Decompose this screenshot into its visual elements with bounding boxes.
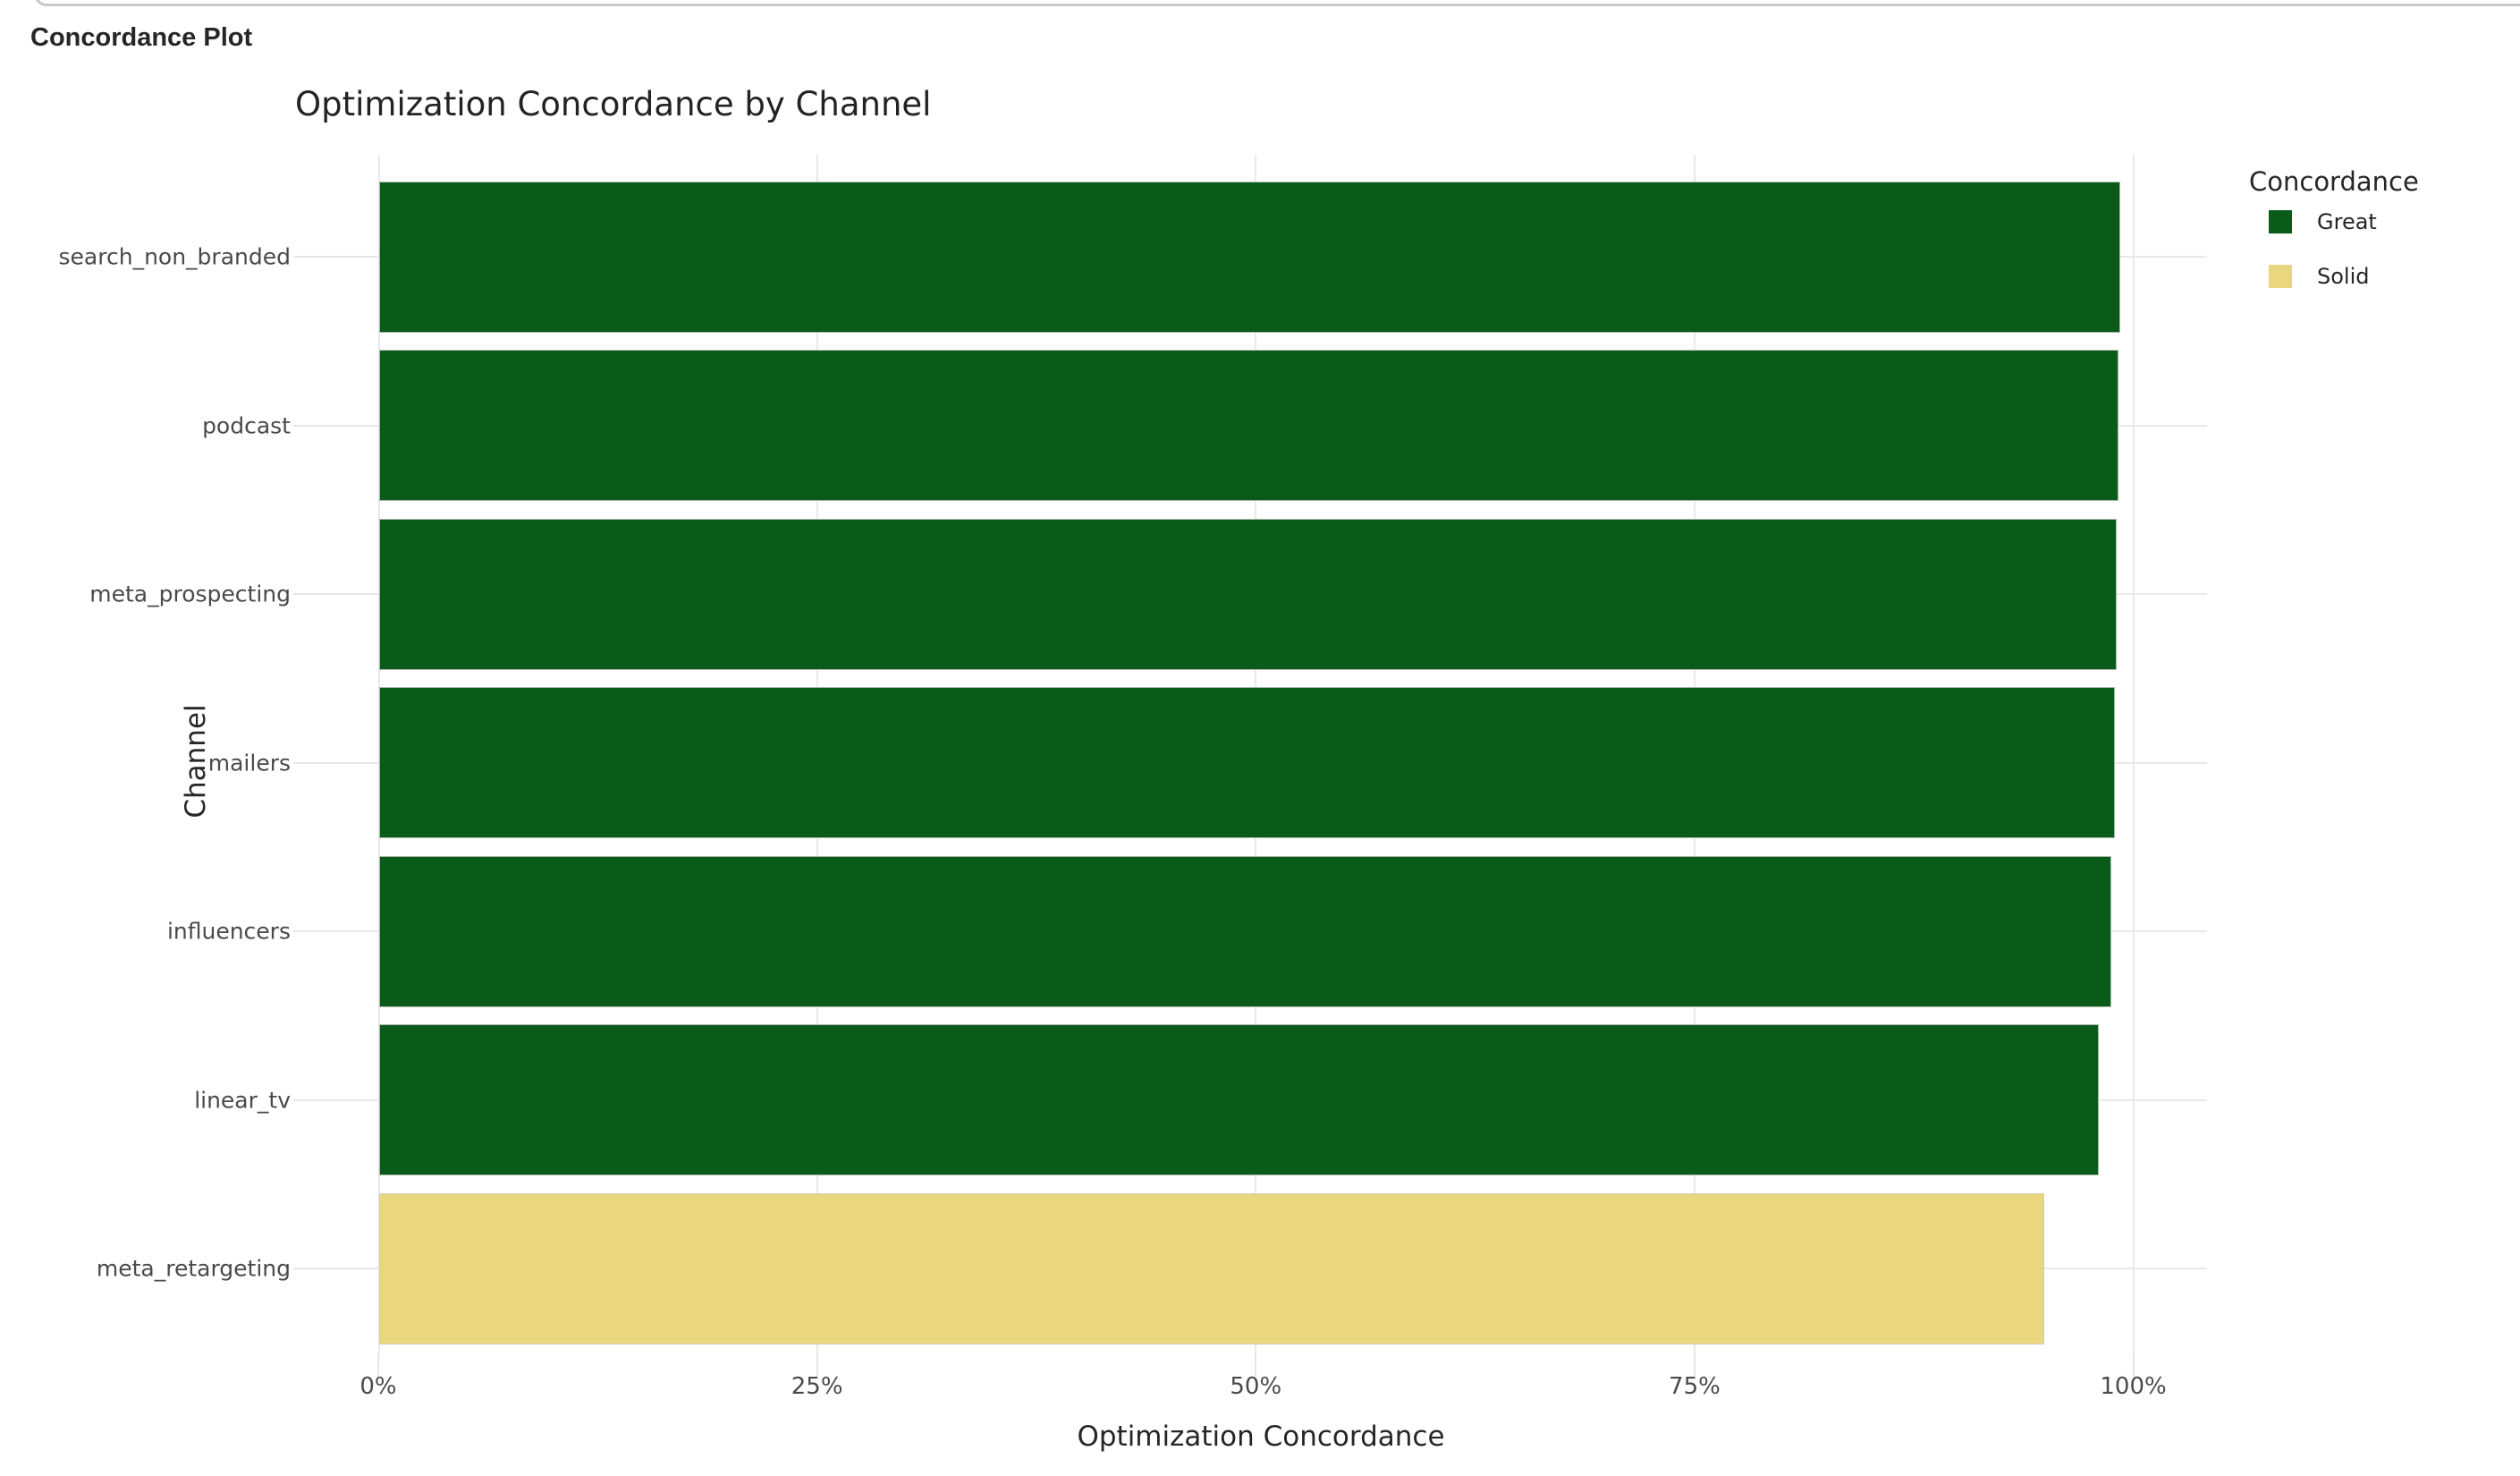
y-tick-label-search_non_branded: search_non_branded xyxy=(58,243,291,270)
x-tick-label-75%: 75% xyxy=(1669,1373,1721,1400)
y-tick-mark-influencers xyxy=(293,930,378,933)
y-tick-label-mailers: mailers xyxy=(207,750,291,776)
legend-item-solid[interactable]: Solid xyxy=(2269,264,2419,289)
y-tick-mark-search_non_branded xyxy=(293,256,378,258)
bar-search_non_branded[interactable] xyxy=(379,181,2120,333)
x-tick-mark-25% xyxy=(816,1353,818,1377)
x-gridline-100% xyxy=(2132,155,2135,1353)
y-tick-mark-mailers xyxy=(293,761,378,764)
y-axis-title: Channel xyxy=(180,704,212,819)
x-tick-label-100%: 100% xyxy=(2100,1373,2167,1400)
chart-title: Optimization Concordance by Channel xyxy=(295,85,932,123)
x-tick-mark-0% xyxy=(377,1353,379,1377)
y-tick-mark-podcast xyxy=(293,424,378,427)
bar-podcast[interactable] xyxy=(379,350,2118,502)
plot-area xyxy=(378,155,2207,1353)
x-tick-mark-50% xyxy=(1255,1353,1257,1377)
container-bottom-border xyxy=(34,0,2520,6)
x-axis-title: Optimization Concordance xyxy=(1077,1421,1445,1453)
legend-item-great[interactable]: Great xyxy=(2269,209,2419,234)
legend-swatch-great xyxy=(2269,210,2292,233)
y-tick-label-meta_prospecting: meta_prospecting xyxy=(89,581,291,607)
x-tick-label-25%: 25% xyxy=(791,1373,843,1400)
bar-meta_prospecting[interactable] xyxy=(379,518,2117,670)
page-title: Concordance Plot xyxy=(30,23,253,52)
legend-items: Great Solid xyxy=(2249,209,2419,289)
bar-influencers[interactable] xyxy=(379,855,2112,1007)
y-tick-mark-linear_tv xyxy=(293,1099,378,1101)
legend: Concordance Great Solid xyxy=(2249,166,2419,318)
y-tick-label-linear_tv: linear_tv xyxy=(194,1087,291,1114)
x-tick-label-50%: 50% xyxy=(1230,1373,1282,1400)
legend-label-great: Great xyxy=(2317,209,2377,234)
x-tick-mark-75% xyxy=(1693,1353,1696,1377)
y-tick-label-influencers: influencers xyxy=(166,918,291,945)
bar-meta_retargeting[interactable] xyxy=(379,1192,2045,1345)
bar-mailers[interactable] xyxy=(379,687,2115,839)
legend-swatch-solid xyxy=(2269,265,2292,288)
y-tick-mark-meta_retargeting xyxy=(293,1268,378,1270)
legend-label-solid: Solid xyxy=(2317,264,2370,289)
y-tick-label-meta_retargeting: meta_retargeting xyxy=(96,1255,291,1282)
x-tick-label-0%: 0% xyxy=(359,1373,397,1400)
y-tick-label-podcast: podcast xyxy=(202,412,291,439)
legend-title: Concordance xyxy=(2249,166,2419,197)
y-tick-mark-meta_prospecting xyxy=(293,593,378,596)
bar-linear_tv[interactable] xyxy=(379,1024,2100,1176)
x-tick-mark-100% xyxy=(2132,1353,2135,1377)
